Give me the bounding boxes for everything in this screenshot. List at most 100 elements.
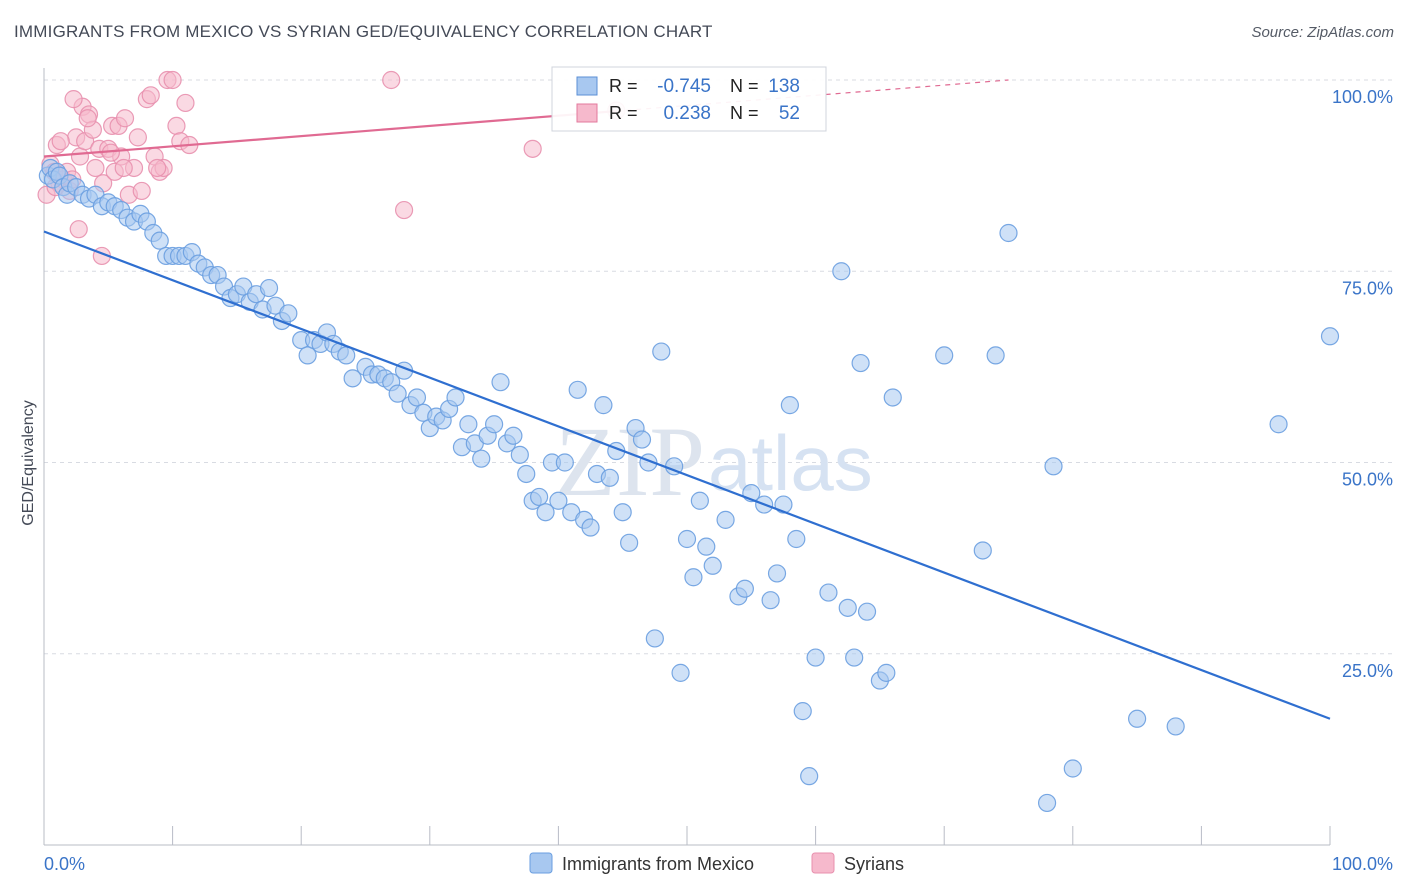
grid-layer: 25.0% 50.0% 75.0% 100.0%	[44, 79, 1393, 681]
legend-item-mexico-swatch	[529, 852, 553, 874]
mexico-point	[581, 518, 600, 537]
mexico-point	[800, 767, 819, 786]
mexico-point	[671, 663, 690, 682]
mexico-point	[684, 568, 703, 587]
r-label: R =	[609, 103, 638, 123]
mexico-point	[446, 388, 465, 407]
mexico-point	[1320, 327, 1340, 346]
mexico-point	[851, 353, 870, 373]
stats-legend: R = -0.745 N = 138 R = 0.238 N = 52	[551, 66, 827, 132]
mexico-point	[819, 583, 838, 602]
y-tick-label: 50.0%	[1342, 470, 1393, 490]
mexico-point	[1044, 457, 1063, 476]
mexico-point	[690, 491, 709, 510]
mexico-point	[1037, 793, 1057, 813]
n-label: N =	[730, 103, 759, 123]
syrian-point	[64, 90, 83, 109]
x-tick-label: 100.0%	[1332, 854, 1393, 874]
mexico-point	[337, 346, 356, 365]
n-value: 138	[768, 76, 800, 97]
stats-legend-swatch	[576, 76, 598, 96]
mexico-point	[793, 702, 812, 721]
mexico-point	[832, 262, 851, 281]
mexico-point	[259, 278, 279, 298]
watermark: ZIP atlas	[555, 406, 873, 517]
mexico-point	[279, 304, 298, 323]
mexico-trend-line	[43, 230, 1331, 720]
mexico-point	[761, 591, 780, 610]
syrian-point	[78, 109, 97, 128]
y-tick-label: 100.0%	[1332, 87, 1393, 107]
syrian-point	[148, 158, 167, 178]
mexico-point	[407, 388, 427, 407]
mexico-point	[806, 648, 825, 667]
mexico-point	[716, 510, 735, 529]
mexico-point	[787, 529, 806, 549]
mexico-point	[491, 373, 510, 392]
mexico-point	[568, 380, 587, 399]
mexico-point	[935, 346, 954, 365]
mexico-point	[472, 449, 491, 468]
syrian-point	[114, 158, 133, 178]
mexico-point	[883, 388, 902, 407]
mexico-point	[613, 503, 632, 522]
mexico-point	[857, 602, 877, 621]
y-tick-label: 75.0%	[1342, 278, 1393, 298]
n-value: 52	[779, 103, 800, 124]
chart-source: Source: ZipAtlas.com	[1251, 24, 1394, 41]
stats-legend-box	[551, 66, 827, 132]
syrian-point	[394, 200, 414, 220]
chart-title: IMMIGRANTS FROM MEXICO VS SYRIAN GED/EQU…	[14, 22, 713, 41]
y-tick-label: 25.0%	[1342, 661, 1393, 681]
stats-legend-swatch	[576, 103, 598, 123]
n-label: N =	[730, 76, 759, 96]
mexico-point	[504, 426, 523, 445]
mexico-point	[1269, 415, 1288, 434]
syrian-point	[141, 86, 160, 105]
mexico-point	[677, 529, 697, 549]
mexico-point	[600, 468, 619, 487]
mexico-point	[973, 541, 992, 560]
mexico-point	[774, 495, 793, 514]
mexico-point	[780, 396, 799, 415]
mexico-point	[1166, 717, 1185, 736]
legend-item-mexico-label: Immigrants from Mexico	[562, 854, 754, 874]
mexico-point	[877, 663, 896, 682]
syrian-point	[128, 128, 147, 147]
syrian-point	[132, 181, 151, 201]
mexico-point	[1063, 759, 1082, 778]
syrian-point	[163, 70, 182, 90]
mexico-point	[549, 491, 568, 510]
axes-layer: 0.0% 100.0%	[43, 68, 1393, 874]
syrian-point	[523, 139, 542, 158]
mexico-point	[838, 598, 857, 617]
syrian-point	[51, 132, 70, 151]
syrian-trend-line	[43, 110, 617, 158]
mexico-point	[530, 487, 549, 507]
syrian-point	[115, 109, 135, 128]
syrian-point	[69, 220, 88, 239]
mexico-point	[999, 223, 1018, 243]
trend-layer	[43, 79, 1331, 720]
mexico-point	[594, 396, 613, 415]
mexico-point	[388, 384, 407, 403]
legend-item-syrians-label: Syrians	[844, 854, 904, 874]
mexico-point	[620, 533, 639, 552]
y-axis-title: GED/Equivalency	[20, 400, 37, 525]
x-tick-label: 0.0%	[44, 854, 85, 874]
mexico-point	[150, 231, 169, 250]
mexico-point	[1127, 709, 1147, 728]
mexico-point	[767, 564, 787, 583]
mexico-point	[536, 503, 555, 522]
syrian-point	[86, 158, 105, 178]
mexico-point	[485, 415, 504, 434]
r-label: R =	[609, 76, 638, 96]
mexico-point	[986, 346, 1005, 365]
mexico-point	[517, 464, 536, 484]
mexico-point	[510, 445, 529, 464]
mexico-point	[343, 369, 362, 388]
syrian-point	[70, 147, 90, 166]
mexico-point	[298, 346, 317, 365]
mexico-point	[652, 342, 671, 361]
syrian-point	[382, 70, 401, 90]
